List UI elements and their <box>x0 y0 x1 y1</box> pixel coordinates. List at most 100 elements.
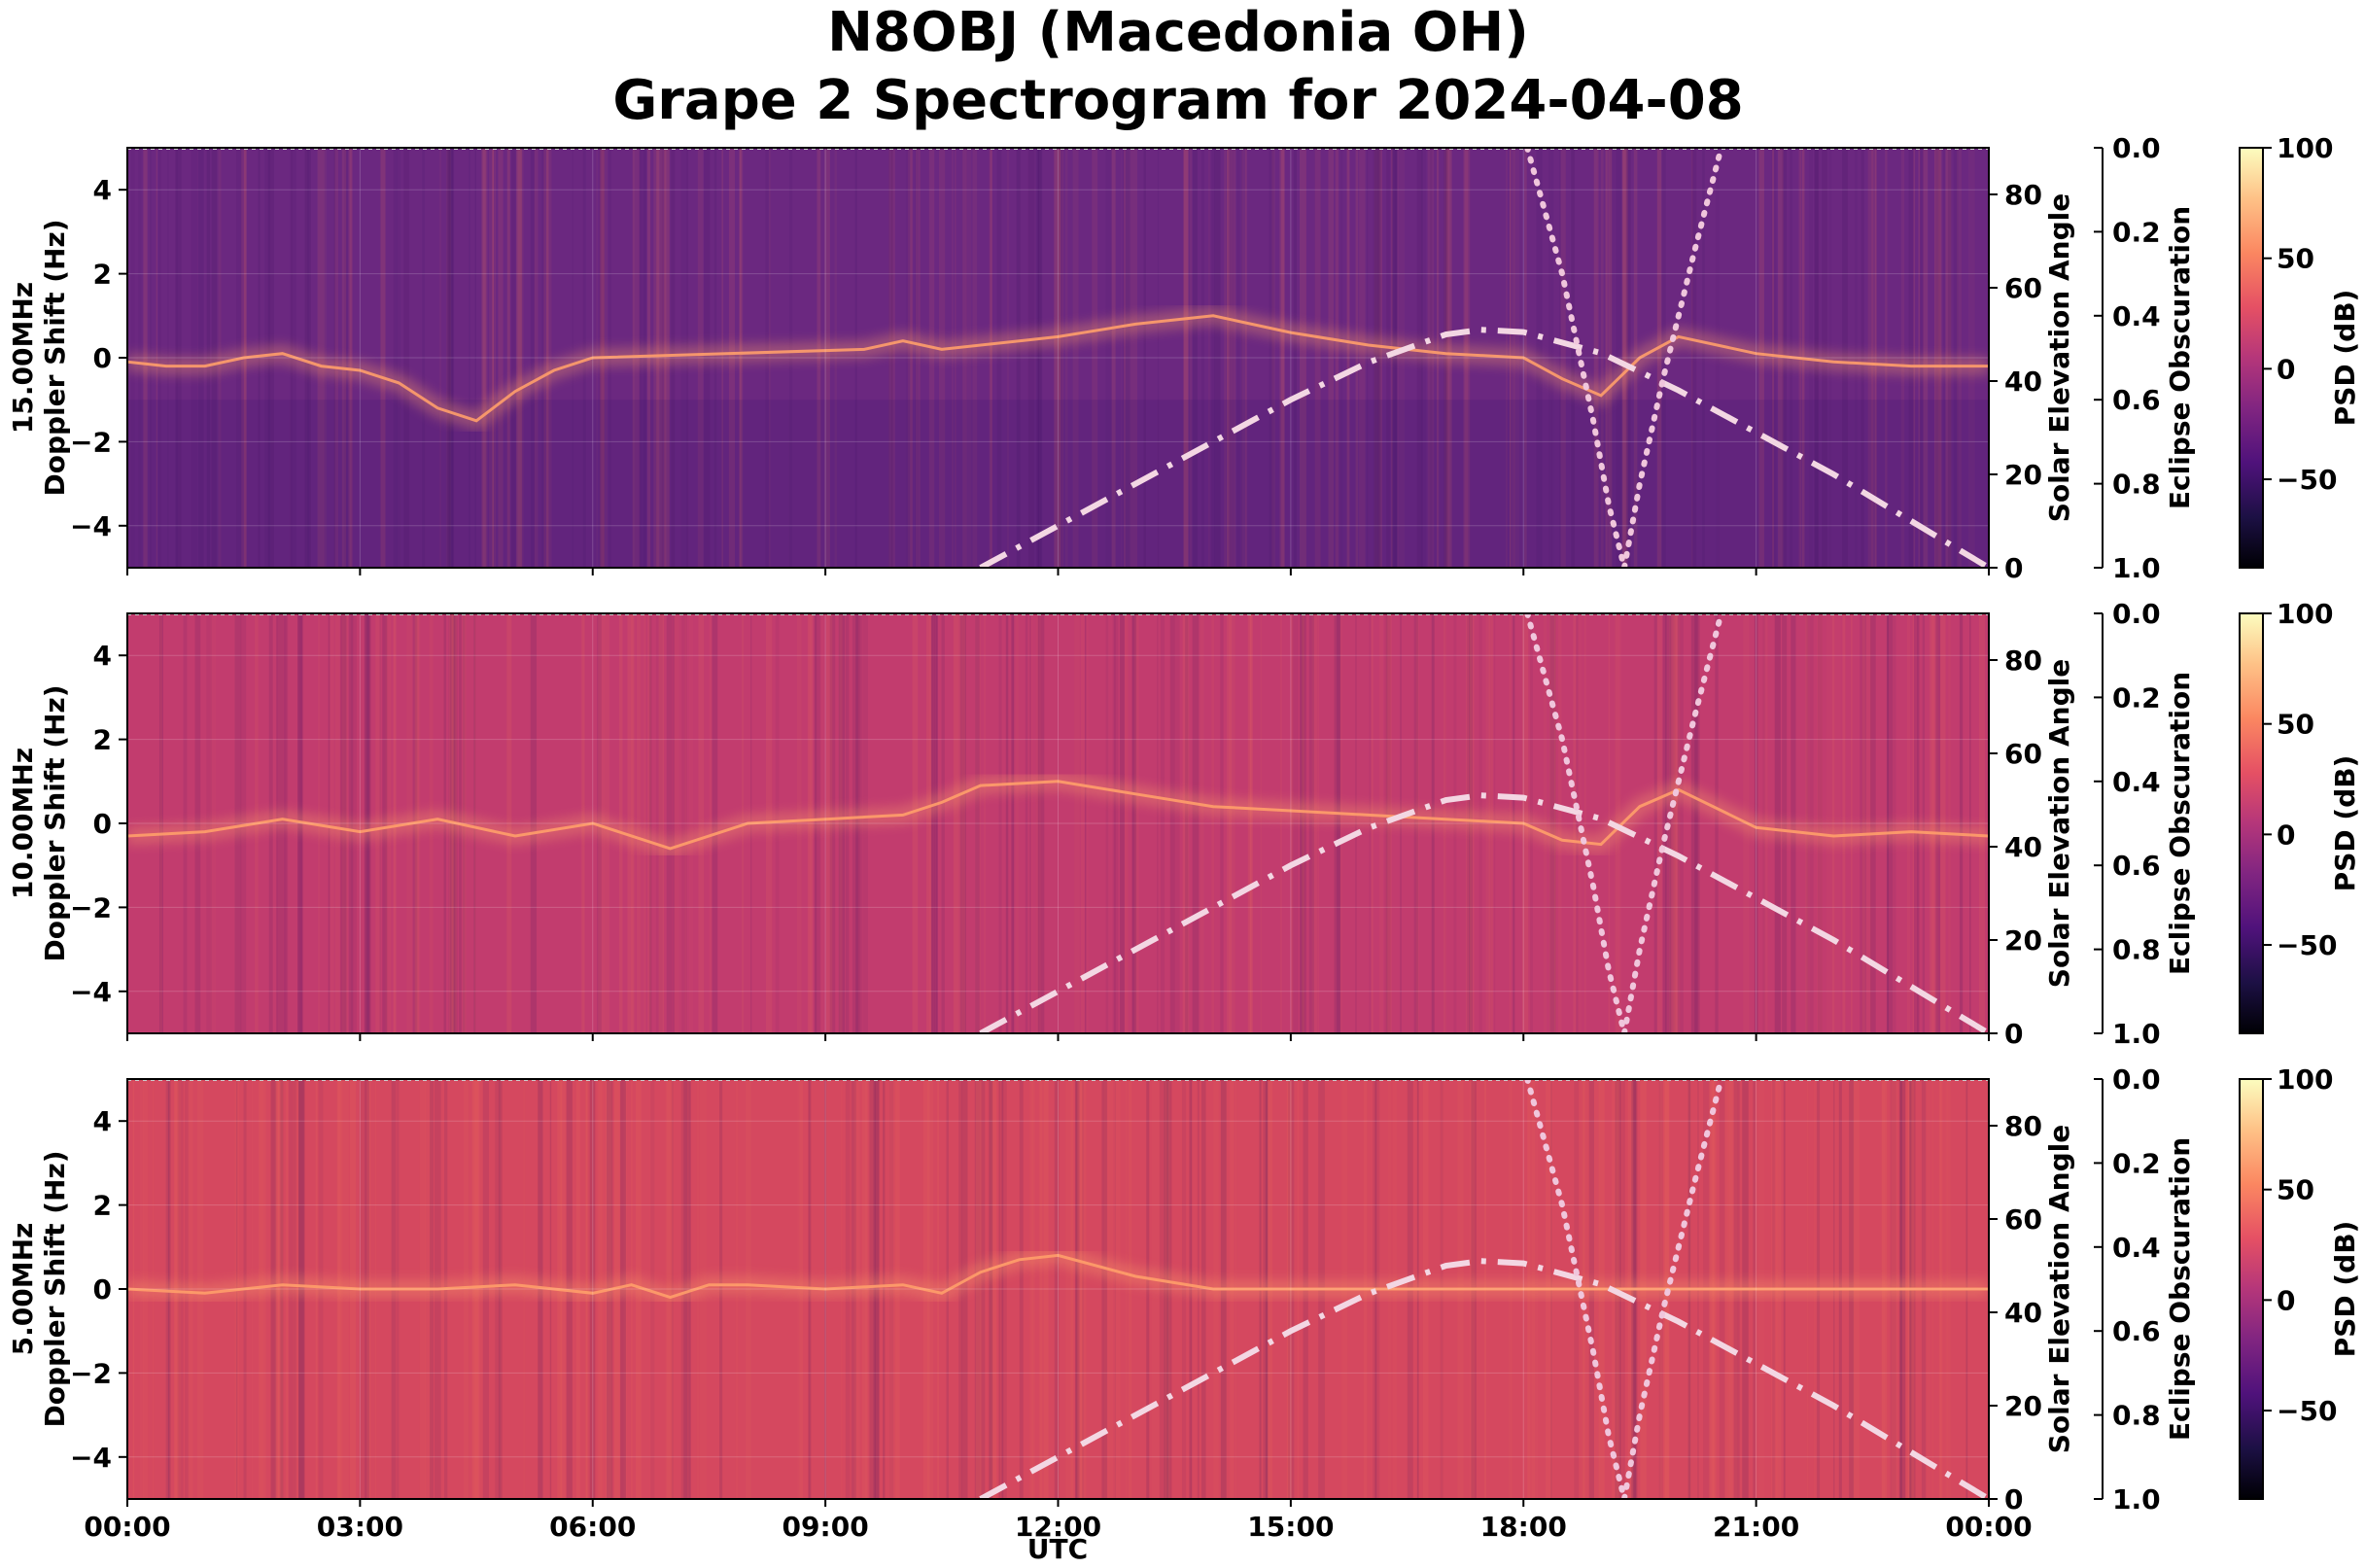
noise-streak <box>933 613 938 1033</box>
noise-streak <box>541 148 545 568</box>
noise-streak <box>544 148 552 568</box>
noise-streak <box>506 148 510 568</box>
noise-streak <box>1694 613 1700 1033</box>
noise-streak <box>1931 613 1938 1033</box>
noise-streak <box>1031 1079 1035 1499</box>
colorbar-tick-label: −50 <box>2277 464 2337 496</box>
x-tick-label: 18:00 <box>1480 1511 1567 1543</box>
noise-streak <box>1035 148 1043 568</box>
noise-streak <box>1228 613 1235 1033</box>
noise-streak <box>658 613 665 1033</box>
noise-streak <box>1549 613 1556 1033</box>
noise-streak <box>1070 1079 1074 1499</box>
elevation-tick-label: 20 <box>2004 1390 2042 1422</box>
noise-streak <box>447 148 451 568</box>
noise-streak <box>672 613 675 1033</box>
noise-streak <box>1318 613 1320 1033</box>
noise-streak <box>1625 148 1628 568</box>
spectrogram-texture <box>127 148 1989 568</box>
noise-streak <box>1016 148 1021 568</box>
noise-streak <box>516 148 524 568</box>
noise-streak <box>1662 613 1667 1033</box>
colorbar <box>2239 1078 2264 1500</box>
noise-streak <box>1308 613 1314 1033</box>
noise-streak <box>482 148 488 568</box>
noise-streak <box>681 613 687 1033</box>
noise-streak <box>1011 613 1014 1033</box>
doppler-trace <box>127 1253 1989 1300</box>
noise-streak <box>1675 613 1678 1033</box>
noise-streak <box>1293 148 1297 568</box>
noise-streak <box>1087 613 1090 1033</box>
elevation-axis-label: Solar Elevation Angle <box>2043 1125 2075 1453</box>
noise-streak <box>1029 1079 1033 1499</box>
eclipse-obscuration-curve <box>1524 1079 1724 1499</box>
noise-streak <box>159 613 163 1033</box>
colorbar-tick-label: 50 <box>2277 243 2314 275</box>
noise-streak <box>627 613 634 1033</box>
noise-streak <box>1399 148 1405 568</box>
doppler-tick-label: 4 <box>93 640 112 672</box>
spectrogram-texture <box>127 1079 1989 1499</box>
noise-streak <box>1224 148 1226 568</box>
obscuration-tick-label: 0.2 <box>2112 681 2161 714</box>
obscuration-tick-label: 0.2 <box>2112 216 2161 248</box>
noise-streak <box>1072 148 1079 568</box>
noise-streak <box>1075 1079 1080 1499</box>
noise-streak <box>1600 148 1604 568</box>
obscuration-axis-label: Eclipse Obscuration <box>2164 206 2196 509</box>
noise-streak <box>1861 613 1865 1033</box>
noise-streak <box>492 148 494 568</box>
noise-streak <box>1260 613 1263 1033</box>
noise-streak <box>1200 148 1204 568</box>
noise-streak <box>1183 148 1189 568</box>
noise-streak <box>1112 613 1116 1033</box>
noise-streak <box>990 148 992 568</box>
noise-streak <box>1123 148 1125 568</box>
noise-streak <box>445 148 451 568</box>
noise-streak <box>674 613 679 1033</box>
noise-streak <box>393 148 398 568</box>
obscuration-tick-label: 0.8 <box>2112 1400 2161 1432</box>
noise-streak <box>1969 613 1971 1033</box>
noise-streak <box>928 613 931 1033</box>
doppler-axis-label: Doppler Shift (Hz) <box>39 219 71 496</box>
noise-streak <box>941 613 945 1033</box>
doppler-trace <box>127 314 1989 423</box>
noise-streak <box>1228 148 1235 568</box>
noise-streak <box>1129 1079 1131 1499</box>
noise-streak <box>1948 613 1951 1033</box>
noise-streak <box>1292 613 1299 1033</box>
elevation-tick-label: 0 <box>2004 552 2023 584</box>
noise-streak <box>1300 613 1304 1033</box>
noise-streak <box>1340 613 1342 1033</box>
doppler-tick-label: −4 <box>70 510 112 542</box>
noise-streak <box>1673 613 1680 1033</box>
x-tick-label: 00:00 <box>1945 1511 2032 1543</box>
noise-streak <box>1374 148 1381 568</box>
noise-streak <box>975 613 982 1033</box>
x-tick-label: 21:00 <box>1713 1511 1799 1543</box>
doppler-tick-label: 0 <box>93 808 112 840</box>
noise-streak <box>928 148 935 568</box>
noise-streak <box>1192 613 1200 1033</box>
noise-streak <box>534 148 539 568</box>
noise-streak <box>1374 148 1381 568</box>
noise-streak <box>984 613 986 1033</box>
noise-streak <box>1130 148 1137 568</box>
eclipse-obscuration-curve <box>1524 613 1724 1033</box>
noise-streak <box>1075 1079 1078 1499</box>
noise-streak <box>915 148 919 568</box>
noise-streak <box>1129 1079 1132 1499</box>
noise-streak <box>1230 148 1236 568</box>
noise-streak <box>1025 613 1028 1033</box>
noise-streak <box>348 148 353 568</box>
noise-streak <box>1653 613 1657 1033</box>
noise-streak <box>1108 1079 1113 1499</box>
noise-streak <box>1027 148 1035 568</box>
noise-streak <box>1300 148 1306 568</box>
noise-streak <box>1578 613 1582 1033</box>
x-tick-label: 15:00 <box>1247 1511 1334 1543</box>
noise-streak <box>1806 613 1810 1033</box>
colorbar-label: PSD (dB) <box>2329 290 2361 427</box>
